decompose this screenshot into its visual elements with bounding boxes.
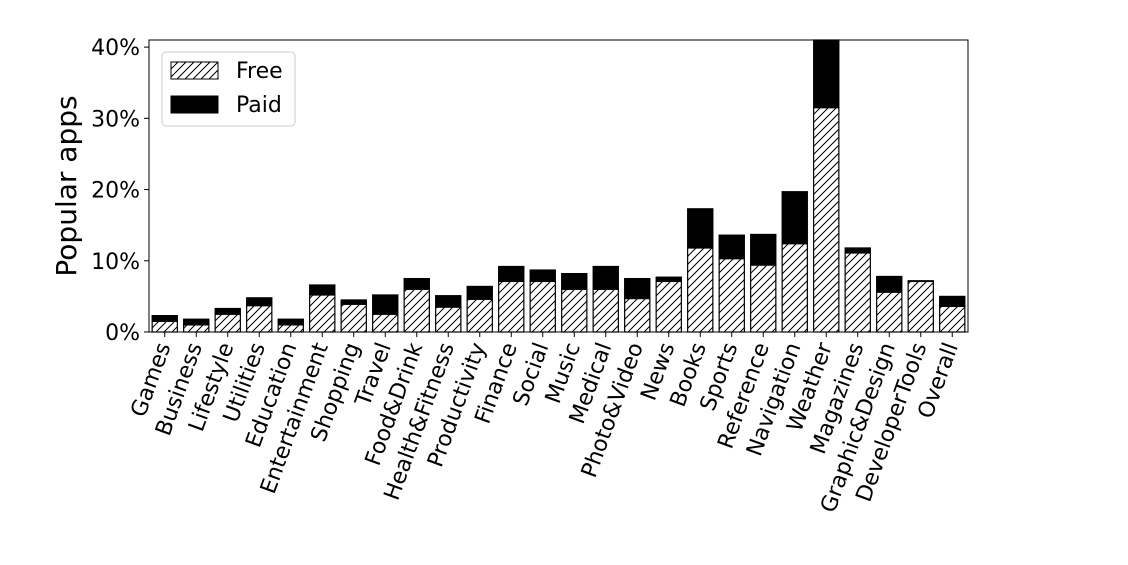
- y-axis-label: Popular apps: [50, 95, 83, 276]
- y-tick-label: 40%: [91, 36, 140, 61]
- bar-free-health-fitness: [435, 306, 462, 333]
- bar-free-medical: [592, 288, 619, 333]
- bar-paid-finance: [498, 265, 525, 283]
- bar-paid-developertools: [907, 280, 934, 283]
- bar-paid-music: [561, 273, 588, 290]
- bar-paid-health-fitness: [435, 295, 462, 308]
- bar-free-finance: [498, 280, 525, 333]
- y-tick-label: 10%: [91, 250, 140, 275]
- bar-free-food-drink: [403, 288, 430, 333]
- bar-paid-travel: [372, 294, 399, 315]
- legend-swatch-free: [170, 61, 219, 80]
- bar-free-entertainment: [309, 294, 336, 333]
- bar-free-education: [277, 324, 304, 333]
- x-axis: GamesBusinessLifestyleUtilitiesEducation…: [127, 332, 964, 516]
- bar-paid-magazines: [844, 247, 871, 254]
- bar-paid-photo-video: [624, 277, 651, 300]
- bar-free-shopping: [340, 303, 367, 333]
- bar-paid-entertainment: [309, 284, 336, 296]
- bar-paid-food-drink: [403, 277, 430, 290]
- bar-free-overall: [939, 305, 966, 333]
- bar-free-books: [687, 247, 714, 333]
- plot-area-frame: [148, 39, 969, 333]
- bar-free-reference: [750, 264, 777, 333]
- legend-label-paid: Paid: [236, 93, 282, 118]
- y-axis: 0% 10% 20% 30% 40%: [91, 36, 149, 346]
- bar-free-productivity: [466, 298, 493, 333]
- bar-paid-social: [529, 269, 556, 283]
- bar-free-games: [151, 320, 178, 333]
- bar-paid-graphic-design: [876, 275, 903, 293]
- bar-free-music: [561, 288, 588, 333]
- bar-free-navigation: [781, 243, 808, 333]
- bar-paid-sports: [718, 234, 745, 260]
- bar-free-developertools: [907, 280, 934, 333]
- bar-paid-overall: [939, 295, 966, 307]
- bar-free-utilities: [246, 305, 273, 333]
- bar-free-photo-video: [624, 297, 651, 333]
- bar-paid-games: [151, 315, 178, 322]
- legend-label-free: Free: [236, 59, 283, 84]
- bar-free-lifestyle: [214, 313, 241, 333]
- bars-layer: [151, 39, 966, 333]
- bar-free-weather: [813, 107, 840, 333]
- legend-swatch-paid: [170, 95, 219, 114]
- bar-free-news: [655, 280, 682, 333]
- bar-paid-reference: [750, 233, 777, 266]
- bar-paid-utilities: [246, 297, 273, 307]
- bar-free-sports: [718, 258, 745, 333]
- bar-free-travel: [372, 313, 399, 333]
- y-tick-label: 30%: [91, 107, 140, 132]
- bar-paid-news: [655, 276, 682, 283]
- bar-paid-business: [183, 318, 210, 326]
- bar-paid-weather: [813, 39, 840, 109]
- bar-paid-books: [687, 208, 714, 249]
- bar-paid-lifestyle: [214, 307, 241, 315]
- bar-paid-education: [277, 318, 304, 326]
- bar-paid-medical: [592, 265, 619, 290]
- y-tick-label: 20%: [91, 179, 140, 204]
- bar-free-magazines: [844, 252, 871, 333]
- legend: Free Paid: [161, 51, 296, 127]
- bar-paid-productivity: [466, 285, 493, 300]
- y-tick-label: 0%: [105, 321, 140, 346]
- bar-paid-shopping: [340, 299, 367, 305]
- bar-paid-navigation: [781, 191, 808, 245]
- bar-free-business: [183, 324, 210, 333]
- bar-free-social: [529, 280, 556, 333]
- bar-free-graphic-design: [876, 291, 903, 333]
